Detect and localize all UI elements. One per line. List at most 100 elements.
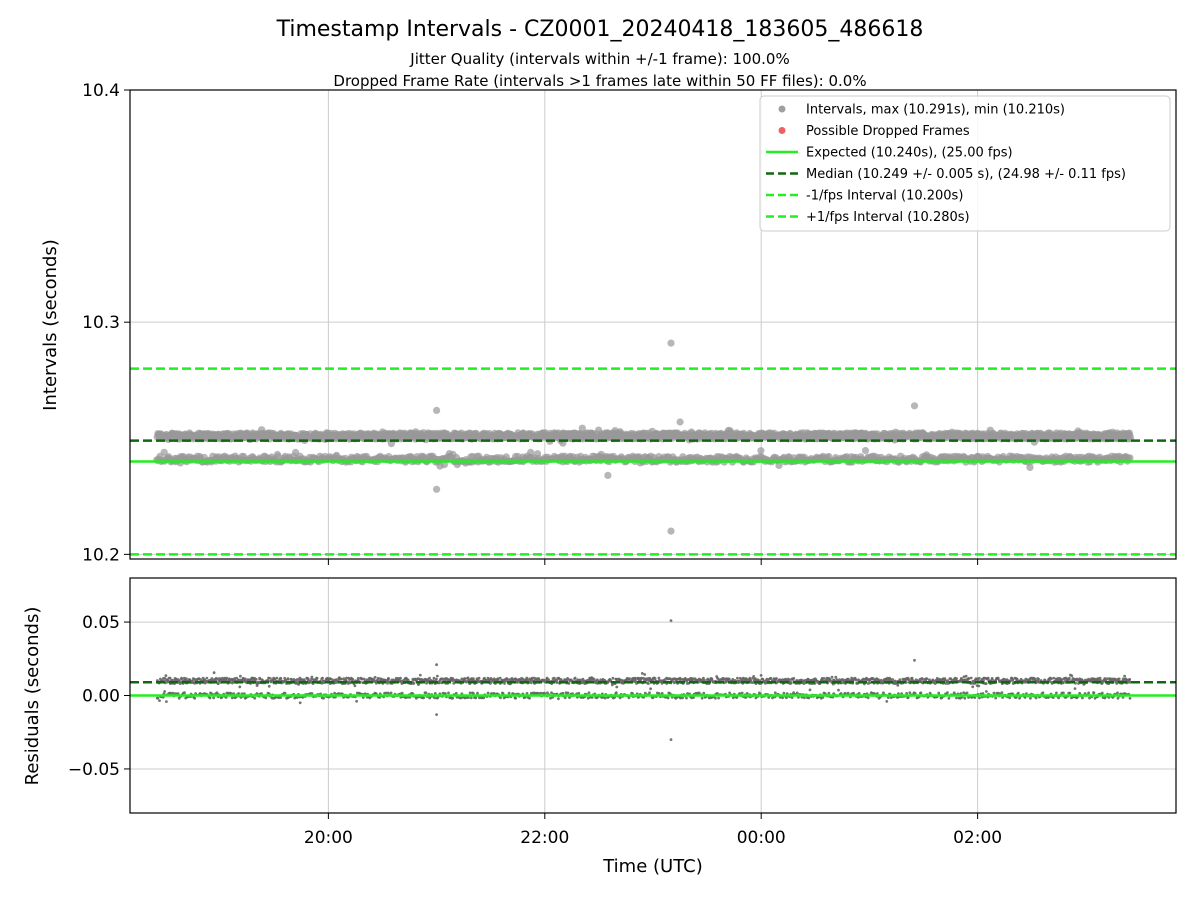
outlier-point: [433, 406, 441, 414]
interval-point: [165, 700, 168, 703]
interval-point: [1103, 677, 1107, 680]
interval-point: [830, 675, 834, 679]
interval-point: [1049, 677, 1053, 681]
interval-point: [418, 673, 422, 677]
interval-point: [183, 691, 186, 695]
interval-point: [469, 696, 473, 700]
intervals-panel: 10.210.310.4 Intervals (seconds) Interva…: [40, 81, 1177, 565]
intervals-reference-lines: [130, 367, 1176, 556]
interval-point: [702, 691, 706, 695]
legend-label: +1/fps Interval (10.280s): [806, 210, 970, 225]
interval-point: [1123, 674, 1126, 678]
interval-point: [781, 696, 784, 700]
interval-point: [827, 691, 831, 695]
interval-point: [238, 685, 242, 689]
interval-point: [400, 691, 404, 695]
interval-point: [653, 677, 657, 681]
interval-point: [925, 677, 928, 680]
interval-point: [322, 696, 325, 700]
interval-point: [754, 677, 757, 680]
chart-subtitle-jitter: Jitter Quality (intervals within +/-1 fr…: [409, 50, 789, 68]
interval-point: [1073, 687, 1077, 690]
y-tick-label: 10.2: [82, 545, 120, 565]
interval-point: [254, 677, 258, 681]
interval-point: [163, 690, 167, 693]
interval-point: [690, 677, 694, 680]
interval-point: [424, 691, 428, 695]
outlier-point: [433, 485, 441, 493]
interval-point: [230, 696, 234, 700]
interval-point: [264, 696, 268, 700]
interval-point: [775, 677, 778, 680]
interval-point: [628, 677, 632, 681]
interval-point: [769, 676, 773, 680]
interval-point: [477, 676, 481, 680]
y-tick-label: 10.4: [82, 81, 120, 101]
interval-point: [908, 691, 912, 695]
interval-point: [1067, 676, 1071, 680]
interval-point: [212, 671, 216, 675]
outlier-point: [676, 418, 684, 426]
intervals-y-ticks: 10.2 10.3 10.4: [82, 81, 130, 565]
legend-label: -1/fps Interval (10.200s): [806, 189, 963, 204]
interval-point: [1105, 677, 1109, 681]
interval-point: [731, 696, 735, 700]
interval-point: [389, 691, 393, 695]
interval-point: [757, 447, 765, 455]
interval-point: [984, 682, 988, 685]
legend-label: Intervals, max (10.291s), min (10.210s): [806, 103, 1065, 118]
legend-label: Expected (10.240s), (25.00 fps): [806, 146, 1013, 161]
interval-point: [1011, 679, 1014, 682]
interval-point: [486, 691, 490, 695]
interval-point: [964, 674, 968, 678]
interval-point: [555, 680, 559, 683]
interval-point: [885, 700, 889, 703]
interval-point: [752, 675, 756, 678]
interval-point: [807, 696, 811, 700]
interval-point: [447, 691, 450, 695]
interval-point: [1026, 463, 1034, 471]
interval-point: [422, 696, 425, 700]
outlier-point: [667, 527, 675, 535]
interval-point: [1128, 678, 1132, 681]
interval-point: [1075, 677, 1079, 681]
interval-point: [986, 676, 990, 680]
interval-point: [627, 696, 631, 700]
interval-point: [759, 674, 763, 677]
interval-point: [782, 691, 786, 695]
interval-point: [428, 676, 431, 680]
interval-point: [355, 699, 358, 703]
interval-point: [834, 675, 838, 679]
y-tick-label: 10.3: [82, 313, 120, 333]
interval-point: [279, 676, 283, 680]
interval-point: [267, 684, 271, 688]
interval-point: [1061, 680, 1065, 684]
interval-point: [822, 677, 826, 680]
interval-point: [283, 691, 287, 695]
interval-point: [436, 674, 439, 678]
interval-point: [437, 681, 441, 685]
interval-point: [306, 677, 310, 681]
interval-point: [789, 681, 793, 685]
interval-point: [503, 682, 506, 685]
intervals-x-tick-marks: [327, 559, 979, 565]
interval-point: [736, 676, 739, 680]
interval-point: [795, 691, 799, 695]
interval-point: [919, 691, 923, 695]
interval-point: [160, 448, 168, 456]
interval-point: [225, 676, 229, 680]
interval-point: [618, 696, 622, 700]
interval-point: [640, 672, 644, 675]
interval-point: [1115, 682, 1119, 685]
interval-point: [977, 676, 981, 680]
interval-point: [514, 696, 517, 700]
interval-point: [253, 696, 257, 700]
interval-point: [587, 691, 591, 695]
interval-point: [792, 677, 796, 680]
interval-point: [298, 701, 302, 705]
interval-point: [216, 682, 220, 685]
interval-point: [208, 696, 212, 700]
interval-point: [463, 677, 467, 681]
interval-point: [977, 684, 981, 688]
interval-point: [647, 682, 650, 685]
